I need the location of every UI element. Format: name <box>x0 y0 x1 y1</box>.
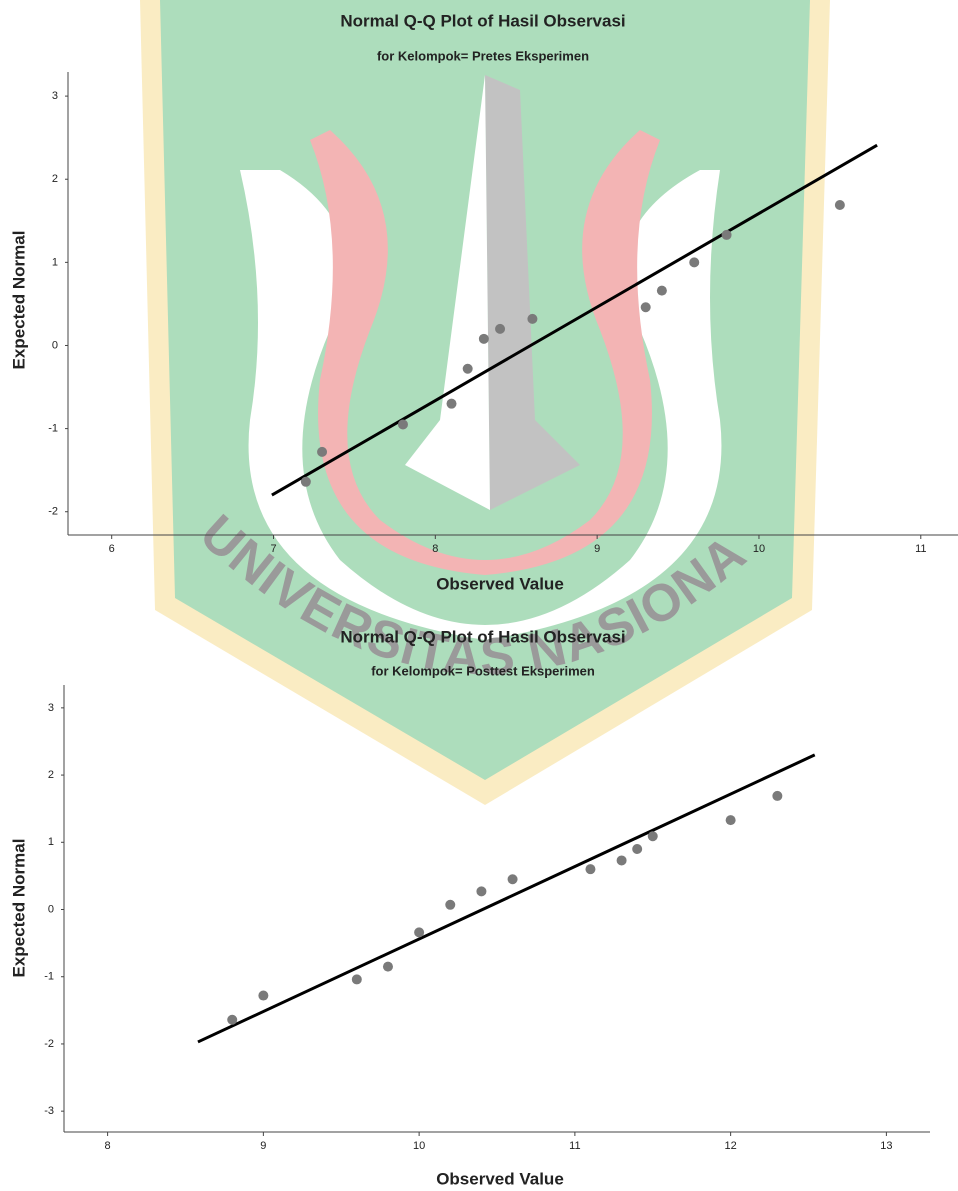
chart: UNIVERSITAS NASIONAL Normal Q-Q Plot of … <box>0 0 958 1191</box>
y-axis-label: Expected Normal <box>9 839 28 978</box>
y-tick-label: 1 <box>52 256 58 268</box>
point <box>227 1015 237 1025</box>
point <box>258 991 268 1001</box>
y-tick-label: 3 <box>48 702 54 714</box>
point <box>476 886 486 896</box>
y-tick-label: -2 <box>48 506 58 518</box>
point <box>632 844 642 854</box>
point <box>352 974 362 984</box>
y-tick-label: 2 <box>52 173 58 185</box>
x-tick-label: 9 <box>260 1140 266 1152</box>
chart-subtitle: for Kelompok= Pretes Eksperimen <box>377 48 589 63</box>
point <box>301 477 311 487</box>
point <box>835 200 845 210</box>
chart-title: Normal Q-Q Plot of Hasil Observasi <box>340 11 625 30</box>
y-tick-label: 2 <box>48 769 54 781</box>
point <box>641 302 651 312</box>
x-tick-label: 10 <box>413 1140 425 1152</box>
x-tick-label: 6 <box>109 543 115 555</box>
x-tick-label: 8 <box>432 543 438 555</box>
point <box>479 334 489 344</box>
point <box>527 314 537 324</box>
y-tick-label: 0 <box>48 903 54 915</box>
x-tick-label: 9 <box>594 543 600 555</box>
point <box>317 447 327 457</box>
point <box>726 815 736 825</box>
y-tick-label: -1 <box>44 971 54 983</box>
y-axis-label: Expected Normal <box>9 231 28 370</box>
point <box>463 364 473 374</box>
x-axis-label: Observed Value <box>436 1169 564 1188</box>
point <box>447 399 457 409</box>
y-tick-label: 0 <box>52 339 58 351</box>
x-tick-label: 12 <box>725 1140 737 1152</box>
point <box>508 874 518 884</box>
chart-subtitle: for Kelompok= Posttest Eksperimen <box>371 663 595 678</box>
point <box>648 831 658 841</box>
point <box>689 257 699 267</box>
y-tick-label: -3 <box>44 1105 54 1117</box>
point <box>495 324 505 334</box>
point <box>772 791 782 801</box>
point <box>445 900 455 910</box>
chart-title: Normal Q-Q Plot of Hasil Observasi <box>340 627 625 646</box>
point <box>617 855 627 865</box>
point <box>585 864 595 874</box>
y-tick-label: 3 <box>52 90 58 102</box>
watermark: UNIVERSITAS NASIONAL <box>0 0 830 805</box>
point <box>398 419 408 429</box>
x-tick-label: 10 <box>753 543 765 555</box>
page: UNIVERSITAS NASIONAL Normal Q-Q Plot of … <box>0 0 958 1191</box>
x-tick-label: 13 <box>880 1140 892 1152</box>
y-tick-label: 1 <box>48 836 54 848</box>
y-tick-label: -2 <box>44 1038 54 1050</box>
fit-line <box>198 755 815 1042</box>
x-tick-label: 7 <box>270 543 276 555</box>
point <box>657 286 667 296</box>
x-tick-label: 8 <box>105 1140 111 1152</box>
y-tick-label: -1 <box>48 423 58 435</box>
x-axis-label: Observed Value <box>436 574 564 593</box>
x-tick-label: 11 <box>915 543 926 555</box>
point <box>414 927 424 937</box>
point <box>383 962 393 972</box>
x-tick-label: 11 <box>569 1140 580 1152</box>
point <box>722 230 732 240</box>
